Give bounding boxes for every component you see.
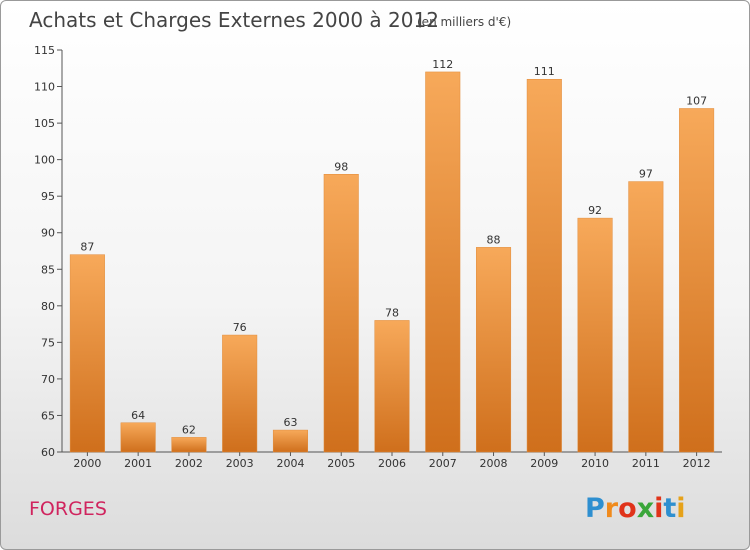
- bar-2009: [526, 78, 562, 453]
- bar-2004: [272, 429, 308, 453]
- y-tick-label: 85: [41, 263, 55, 276]
- x-tick-label: 2012: [683, 457, 711, 470]
- y-tick-label: 105: [34, 117, 55, 130]
- value-label-2002: 62: [182, 423, 196, 436]
- bar-2010: [577, 217, 613, 453]
- value-label-2007: 112: [432, 58, 453, 71]
- x-tick-label: 2004: [276, 457, 304, 470]
- bar-2005: [323, 174, 359, 453]
- value-label-2003: 76: [233, 321, 247, 334]
- bar-2008: [476, 247, 512, 453]
- x-tick-label: 2000: [73, 457, 101, 470]
- bar-2002: [171, 437, 207, 453]
- x-tick-label: 2005: [327, 457, 355, 470]
- chart-title: Achats et Charges Externes 2000 à 2012: [29, 8, 439, 32]
- chart-subtitle: (en milliers d'€): [417, 15, 511, 29]
- x-tick-label: 2011: [632, 457, 660, 470]
- bar-2012: [679, 108, 715, 453]
- y-tick-label: 75: [41, 336, 55, 349]
- y-axis: 60 65 70 75 80 85 90 95 100 105 110 115: [34, 44, 63, 459]
- y-tick-label: 70: [41, 373, 55, 386]
- x-tick-label: 2002: [175, 457, 203, 470]
- y-tick-label: 95: [41, 190, 55, 203]
- x-tick-label: 2001: [124, 457, 152, 470]
- bar-2006: [374, 320, 410, 453]
- x-tick-label: 2003: [226, 457, 254, 470]
- y-tick-label: 115: [34, 44, 55, 57]
- bar-2007: [425, 71, 461, 453]
- place-name: FORGES: [29, 498, 107, 520]
- y-tick-label: 80: [41, 300, 55, 313]
- logo-letter: t: [663, 493, 676, 524]
- y-tick-label: 110: [34, 81, 55, 94]
- x-tick-label: 2006: [378, 457, 406, 470]
- logo-letter: P: [585, 493, 605, 524]
- logo-letter: r: [605, 493, 619, 524]
- logo-letter: i: [654, 493, 663, 524]
- value-label-2008: 88: [487, 233, 501, 246]
- value-label-2004: 63: [283, 416, 297, 429]
- x-axis: 2000 2001 2002 2003 2004 2005 2006 2007 2008 2009…: [62, 451, 722, 470]
- bar-2011: [628, 181, 664, 453]
- x-tick-label: 2010: [581, 457, 609, 470]
- logo-letter: x: [637, 493, 654, 524]
- value-label-2005: 98: [334, 160, 348, 173]
- x-tick-label: 2009: [530, 457, 558, 470]
- value-label-2009: 111: [534, 65, 555, 78]
- y-tick-label: 100: [34, 154, 55, 167]
- y-tick-label: 65: [41, 409, 55, 422]
- logo-letter: i: [676, 493, 685, 524]
- bars: [69, 71, 715, 453]
- logo-letter: o: [618, 493, 637, 524]
- bar-2001: [120, 422, 156, 453]
- proxiti-logo: Proxiti: [585, 493, 686, 524]
- value-label-2011: 97: [639, 168, 653, 181]
- value-label-2010: 92: [588, 204, 602, 217]
- bar-2000: [69, 254, 105, 453]
- value-labels: 87 64 62 76 63 98 78 112 88 111 92 97 107: [80, 58, 707, 436]
- x-tick-label: 2008: [480, 457, 508, 470]
- value-label-2001: 64: [131, 409, 145, 422]
- x-tick-label: 2007: [429, 457, 457, 470]
- y-tick-label: 90: [41, 227, 55, 240]
- value-label-2006: 78: [385, 306, 399, 319]
- value-label-2012: 107: [686, 94, 707, 107]
- value-label-2000: 87: [80, 241, 94, 254]
- bar-2003: [222, 334, 258, 453]
- y-tick-label: 60: [41, 446, 55, 459]
